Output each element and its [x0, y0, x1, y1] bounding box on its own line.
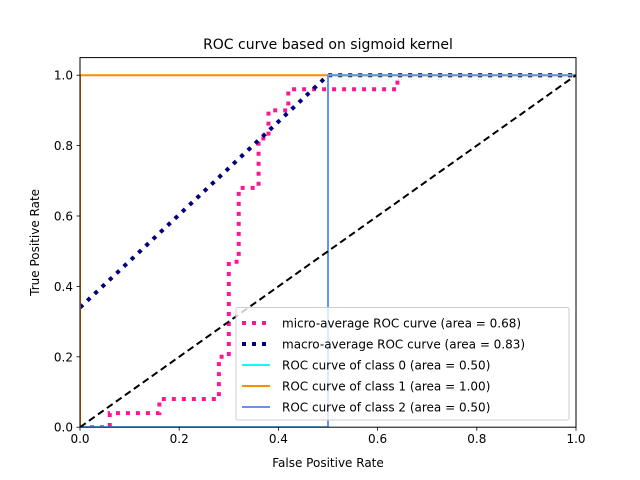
axes-frame — [79, 57, 577, 428]
y-tick-label: 1.0 — [54, 69, 73, 83]
y-tick-label: 0.2 — [54, 350, 73, 364]
y-tick-label: 0.6 — [54, 210, 73, 224]
x-tick-label: 0.2 — [170, 432, 189, 446]
y-tick-label: 0.4 — [54, 280, 73, 294]
legend-label-1: macro-average ROC curve (area = 0.83) — [282, 338, 525, 352]
legend-label-3: ROC curve of class 1 (area = 1.00) — [282, 380, 490, 394]
x-axis-label: False Positive Rate — [272, 456, 384, 470]
legend-label-4: ROC curve of class 2 (area = 0.50) — [282, 401, 490, 415]
axis-ticks: 0.0 0.2 0.4 0.6 0.8 1.0 0.0 0.2 0.4 0.6 0.8 1.0 — [54, 69, 586, 447]
x-tick-label: 1.0 — [566, 432, 585, 446]
series-line-1 — [80, 73, 576, 309]
chance-diagonal-line — [80, 74, 576, 428]
legend: micro-average ROC curve (area = 0.68) mac… — [235, 307, 570, 421]
legend-label-2: ROC curve of class 0 (area = 0.50) — [282, 359, 490, 373]
x-tick-label: 0.4 — [269, 432, 288, 446]
legend-box — [235, 307, 570, 421]
plot-area — [80, 73, 576, 428]
legend-label-0: micro-average ROC curve (area = 0.68) — [282, 317, 521, 331]
chart-title: ROC curve based on sigmoid kernel — [203, 37, 453, 53]
series-line-4 — [80, 74, 576, 428]
series-line-0 — [80, 73, 576, 428]
y-axis-label: True Positive Rate — [28, 189, 42, 297]
x-tick-label: 0.0 — [70, 432, 89, 446]
y-tick-label: 0.8 — [54, 139, 73, 153]
x-tick-label: 0.6 — [368, 432, 387, 446]
y-tick-label: 0.0 — [54, 421, 73, 435]
x-tick-label: 0.8 — [467, 432, 486, 446]
